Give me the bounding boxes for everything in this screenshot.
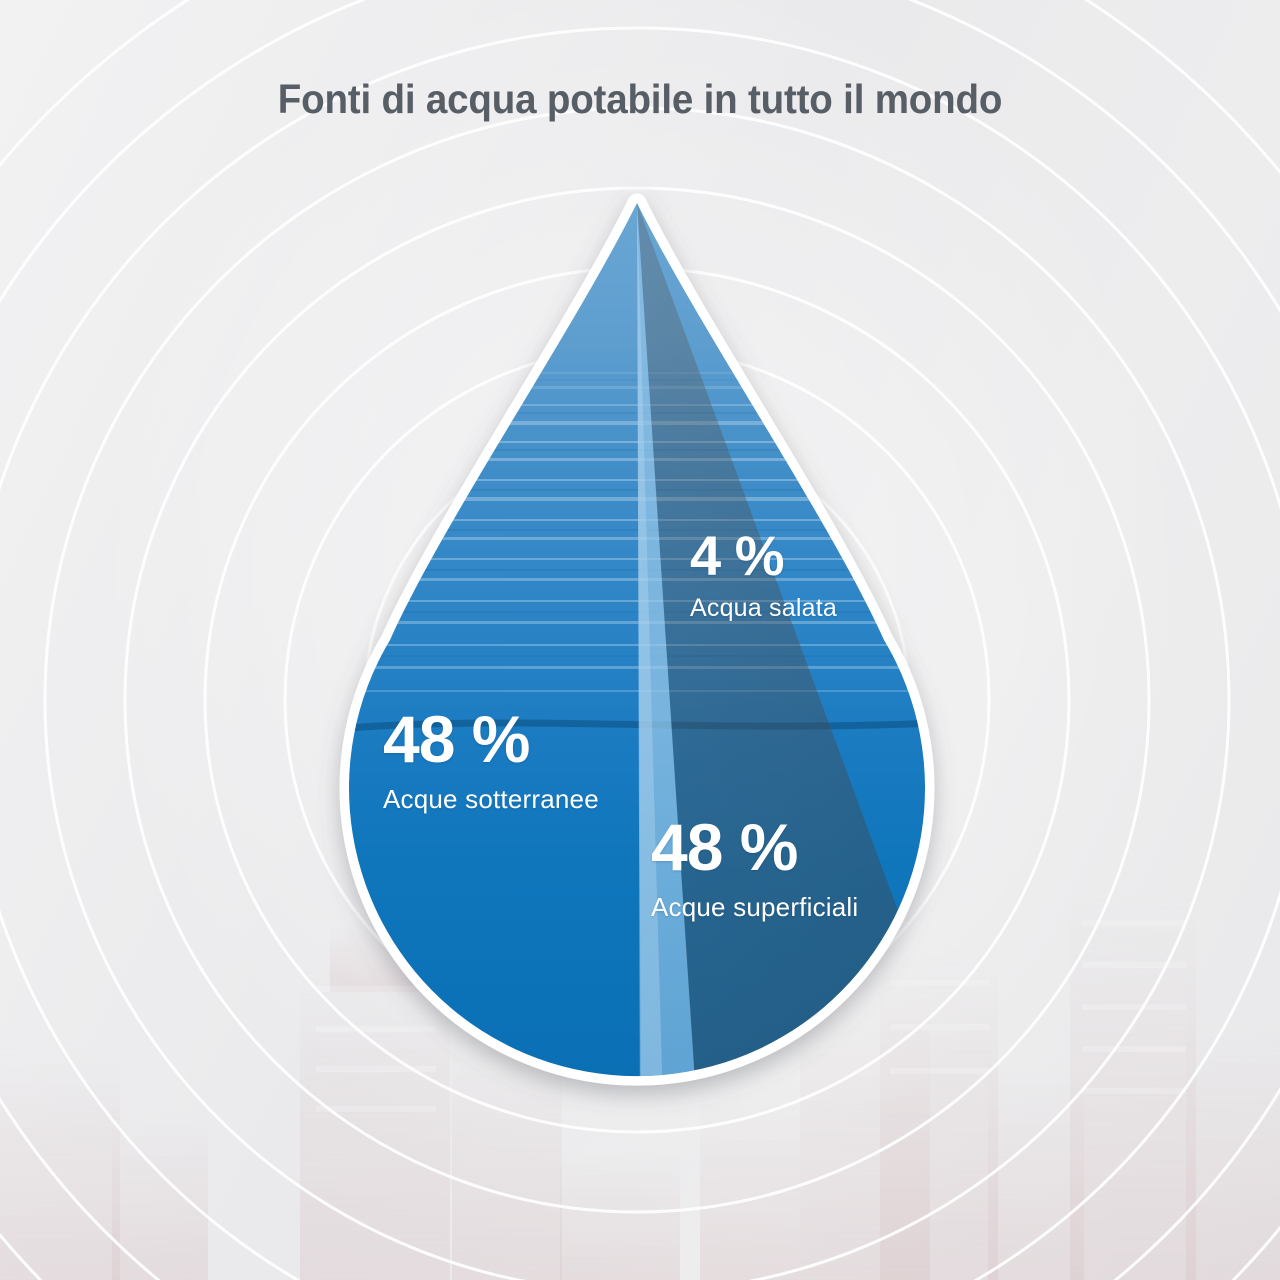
- groundwater-percent: 48 %: [383, 702, 530, 776]
- segment-saltwater-highlight: [637, 203, 664, 1077]
- segment-label-surfacewater: 48 % Acque superficiali: [651, 814, 858, 920]
- saltwater-name: Acqua salata: [690, 594, 837, 622]
- saltwater-percent: 4 %: [690, 524, 784, 587]
- water-ripple-texture: [349, 372, 926, 692]
- groundwater-name: Acque sotterranee: [383, 784, 599, 814]
- surfacewater-percent: 48 %: [651, 810, 798, 884]
- surfacewater-name: Acque superficiali: [651, 892, 859, 922]
- segment-label-saltwater: 4 % Acqua salata: [690, 528, 837, 621]
- page-title: Fonti di acqua potabile in tutto il mond…: [277, 76, 1003, 122]
- segment-label-groundwater: 48 % Acque sotterranee: [383, 706, 599, 812]
